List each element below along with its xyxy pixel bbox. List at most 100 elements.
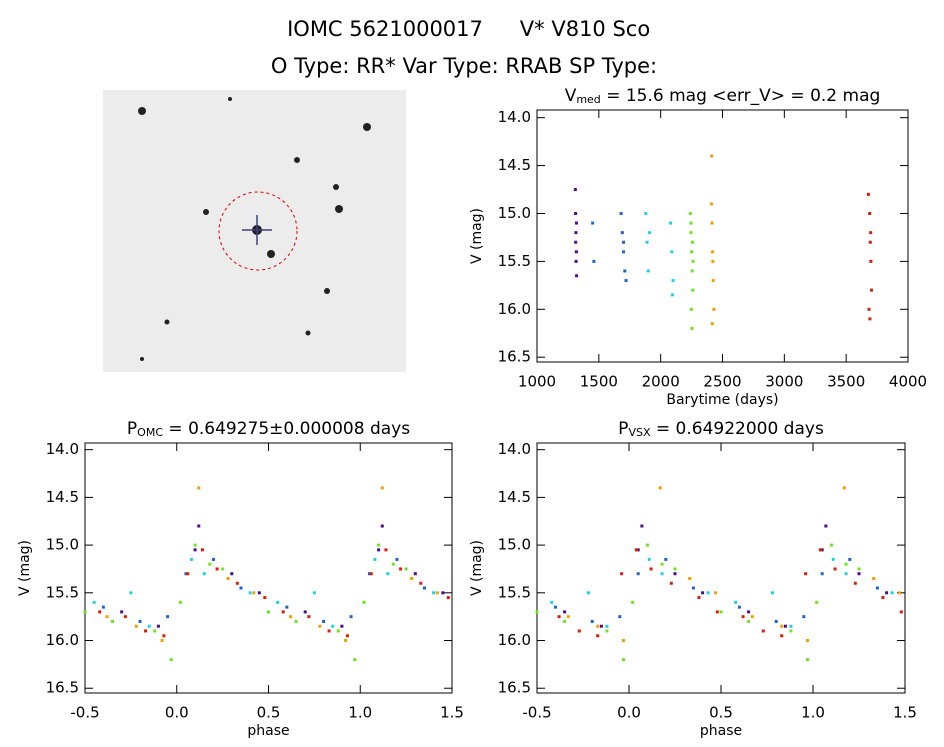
plot-frame xyxy=(536,109,909,363)
title-rest: = 0.649275±0.000008 days xyxy=(163,419,410,439)
data-point xyxy=(441,591,445,595)
data-point xyxy=(670,293,674,297)
data-point xyxy=(377,543,381,547)
data-point xyxy=(621,639,625,643)
data-point xyxy=(432,591,436,595)
data-point xyxy=(671,279,675,283)
x-axis-label: Barytime (days) xyxy=(666,392,778,408)
y-tick-label: 16.5 xyxy=(46,679,79,697)
data-point xyxy=(620,231,624,235)
data-point xyxy=(771,591,775,595)
data-point xyxy=(750,615,754,619)
data-point xyxy=(596,624,600,628)
data-point xyxy=(709,202,713,206)
y-tick-label: 14.5 xyxy=(498,156,531,174)
data-point xyxy=(591,221,595,225)
data-point xyxy=(235,581,239,585)
data-point xyxy=(367,572,371,576)
data-point xyxy=(804,572,808,576)
data-point xyxy=(186,572,190,576)
data-point xyxy=(734,600,738,604)
data-point xyxy=(419,581,423,585)
data-point xyxy=(844,562,848,566)
data-point xyxy=(566,615,570,619)
data-point xyxy=(658,486,662,490)
data-point xyxy=(123,615,127,619)
data-point xyxy=(649,567,653,571)
data-point xyxy=(239,586,243,590)
data-point xyxy=(605,629,609,633)
data-point xyxy=(111,619,115,623)
data-point xyxy=(577,629,581,633)
data-point xyxy=(399,567,403,571)
data-point xyxy=(691,288,695,292)
data-point xyxy=(331,624,335,628)
data-point xyxy=(221,567,225,571)
y-tick-label: 14.5 xyxy=(46,488,79,506)
data-point xyxy=(553,605,557,609)
data-point xyxy=(263,596,267,600)
data-point xyxy=(129,591,133,595)
data-point xyxy=(620,572,624,576)
data-point xyxy=(875,586,879,590)
data-point xyxy=(885,591,889,595)
data-point xyxy=(710,154,714,158)
data-point xyxy=(869,259,873,263)
x-tick-label: 1.5 xyxy=(893,704,917,722)
title-sub: OMC xyxy=(137,426,163,439)
data-point xyxy=(774,619,778,623)
data-point xyxy=(599,624,603,628)
y-tick-label: 14.0 xyxy=(46,440,79,458)
data-point xyxy=(144,629,148,633)
data-point xyxy=(573,188,577,192)
data-point xyxy=(590,619,594,623)
y-tick-label: 16.0 xyxy=(498,300,531,318)
data-point xyxy=(294,619,298,623)
data-point xyxy=(780,624,784,628)
data-point xyxy=(384,548,388,552)
data-point xyxy=(789,629,793,633)
title-main: P xyxy=(127,419,137,439)
data-point xyxy=(644,211,648,215)
plot-frame xyxy=(84,442,453,694)
x-tick-label: -0.5 xyxy=(70,704,99,722)
data-point xyxy=(211,557,215,561)
data-point xyxy=(881,596,885,600)
aperture xyxy=(218,191,298,271)
data-point xyxy=(226,576,230,580)
y-tick-label: 16.5 xyxy=(498,348,531,366)
data-point xyxy=(336,629,340,633)
data-point xyxy=(230,572,234,576)
data-point xyxy=(645,543,649,547)
data-point xyxy=(820,548,824,552)
data-point xyxy=(690,250,694,254)
data-point xyxy=(761,629,765,633)
chart-title: POMC = 0.649275±0.000008 days xyxy=(127,419,410,439)
x-tick-label: 1.5 xyxy=(440,704,464,722)
data-point xyxy=(153,629,157,633)
y-tick-label: 14.5 xyxy=(498,488,531,506)
title-rest: = 15.6 mag <err_V> = 0.2 mag xyxy=(601,86,881,106)
x-tick-label: 1000 xyxy=(518,373,556,391)
data-point xyxy=(285,605,289,609)
data-point xyxy=(747,619,751,623)
data-point xyxy=(574,250,578,254)
data-point xyxy=(193,548,197,552)
data-point xyxy=(193,543,197,547)
data-point xyxy=(688,211,692,215)
data-point xyxy=(550,600,554,604)
x-tick-label: 1.0 xyxy=(801,704,825,722)
data-point xyxy=(647,557,651,561)
data-point xyxy=(622,240,626,244)
data-point xyxy=(312,591,316,595)
data-point xyxy=(257,591,261,595)
data-point xyxy=(624,279,628,283)
data-point xyxy=(83,610,87,614)
data-point xyxy=(691,586,695,590)
data-point xyxy=(688,576,692,580)
data-point xyxy=(697,596,701,600)
y-tick-label: 15.5 xyxy=(46,583,79,601)
data-point xyxy=(380,524,384,528)
data-point xyxy=(691,240,695,244)
